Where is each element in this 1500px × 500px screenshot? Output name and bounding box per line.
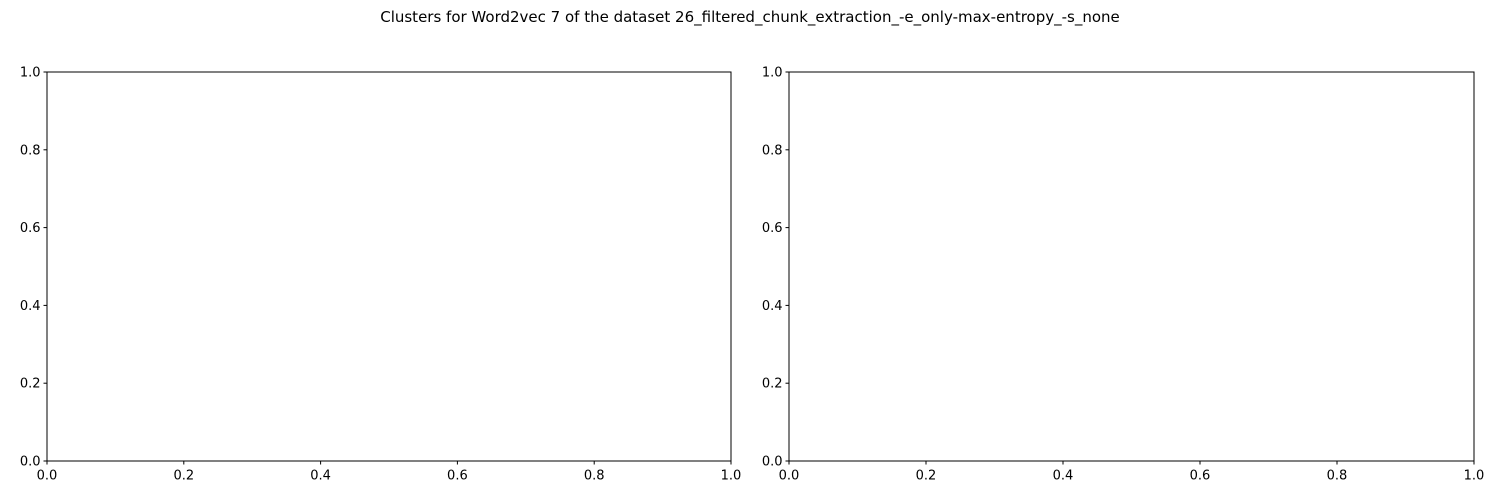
axes-left-xtick-label: 0.6 — [447, 469, 468, 484]
axes-right-ytick-label: 0.0 — [762, 455, 783, 470]
axes-left-ytick-label: 0.6 — [20, 221, 41, 236]
axes-left-ytick-label: 0.8 — [20, 143, 41, 158]
axes-right-xtick-label: 0.6 — [1190, 469, 1211, 484]
axes-right: 0.0 0.2 0.4 0.6 0.8 1.0 0.0 0.2 0.4 0.6 0.8 1.0 — [762, 66, 1485, 484]
axes-right-xtick-label: 1.0 — [1464, 469, 1485, 484]
axes-left-xtick-label: 0.2 — [173, 469, 194, 484]
axes-left-ytick-label: 0.4 — [20, 299, 41, 314]
axes-right-xtick-label: 0.0 — [779, 469, 800, 484]
axes-left-ytick-label: 0.2 — [20, 377, 41, 392]
axes-left-xtick-label: 1.0 — [721, 469, 742, 484]
axes-right-frame — [788, 71, 1475, 462]
axes-right-ytick-label: 0.8 — [762, 143, 783, 158]
axes-right-xtick-label: 0.2 — [916, 469, 937, 484]
axes-right-ytick-label: 0.6 — [762, 221, 783, 236]
axes-right-ytick-label: 1.0 — [762, 66, 783, 81]
axes-left-xtick-label: 0.4 — [310, 469, 331, 484]
axes-left: 0.0 0.2 0.4 0.6 0.8 1.0 0.0 0.2 0.4 0.6 0.8 1.0 — [20, 66, 742, 484]
axes-left-xtick-label: 0.8 — [584, 469, 605, 484]
axes-right-ytick-label: 0.2 — [762, 377, 783, 392]
axes-left-ytick-label: 0.0 — [20, 455, 41, 470]
axes-left-xtick-label: 0.0 — [37, 469, 58, 484]
axes-right-ytick-label: 0.4 — [762, 299, 783, 314]
axes-left-ytick-label: 1.0 — [20, 66, 41, 81]
axes-left-frame — [46, 71, 732, 462]
axes-right-xtick-label: 0.8 — [1327, 469, 1348, 484]
axes-right-xtick-label: 0.4 — [1053, 469, 1074, 484]
figure-title: Clusters for Word2vec 7 of the dataset 2… — [380, 8, 1120, 27]
